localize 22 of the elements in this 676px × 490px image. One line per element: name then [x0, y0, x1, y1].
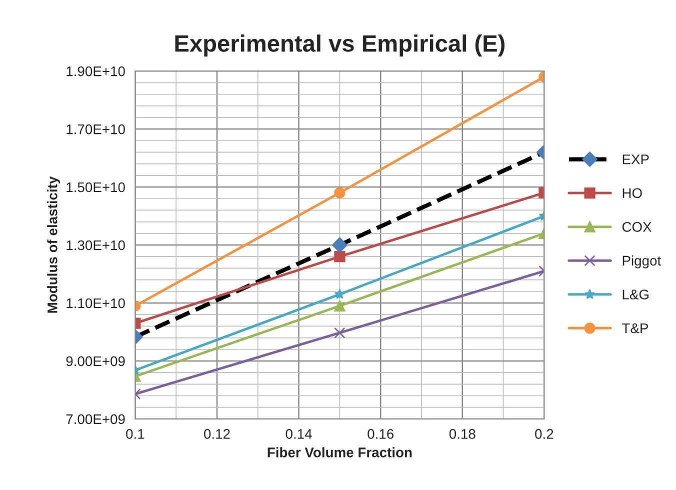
x-tick-label: 0.1	[126, 429, 144, 439]
legend-label: L&G	[622, 290, 648, 300]
legend-label: COX	[622, 222, 652, 232]
x-tick-label: 0.12	[204, 429, 230, 439]
legend-label: EXP	[622, 154, 649, 164]
legend-label: T&P	[622, 323, 648, 334]
y-tick-label: 1.90E+10	[66, 66, 125, 76]
y-tick-label: 9.00E+09	[66, 356, 125, 366]
y-tick-label: 1.50E+10	[66, 182, 125, 192]
x-tick-label: 0.14	[286, 429, 312, 439]
y-tick-label: 7.00E+09	[66, 414, 125, 424]
legend-label: Piggot	[622, 255, 662, 268]
x-tick-label: 0.18	[449, 429, 476, 439]
legend-label: HO	[622, 188, 642, 198]
y-tick-label: 1.30E+10	[66, 240, 125, 250]
x-tick-label: 0.2	[535, 429, 554, 439]
y-tick-label: 1.10E+10	[66, 298, 125, 308]
x-tick-label: 0.16	[368, 429, 394, 439]
x-axis-title: Fiber Volume Fraction	[268, 447, 412, 458]
chart-title: Experimental vs Empirical (E)	[175, 34, 505, 57]
y-axis-title: Modulus of elasticity	[47, 176, 60, 313]
y-tick-label: 1.70E+10	[66, 124, 125, 134]
